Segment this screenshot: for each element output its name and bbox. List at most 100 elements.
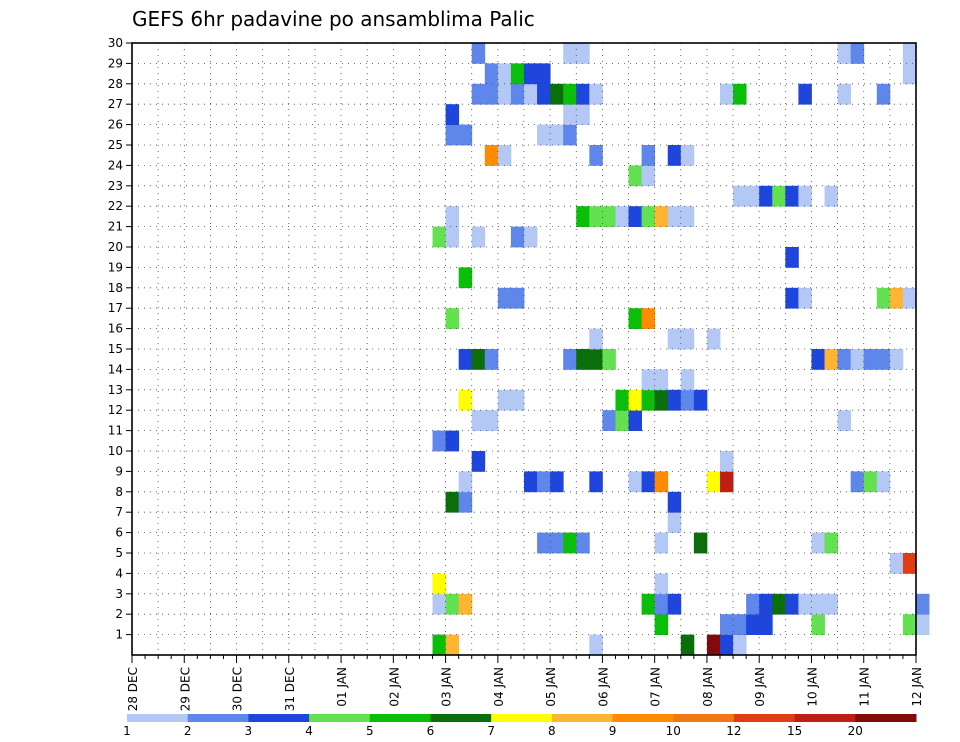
x-tick-label: 03 JAN	[440, 667, 454, 707]
colorbar-swatch	[491, 714, 553, 722]
precip-cell	[641, 206, 656, 227]
precip-cell	[471, 451, 486, 472]
precip-cell	[510, 226, 525, 248]
x-axis: 28 DEC 29 DEC 30 DEC 31 DEC 01 JAN 02 JAN 03 J…	[126, 655, 924, 711]
y-tick-label: 8	[115, 485, 123, 499]
y-tick-label: 11	[108, 424, 123, 438]
precip-cell	[484, 83, 499, 105]
precip-cell	[602, 410, 616, 431]
colorbar-swatch	[794, 714, 856, 722]
precip-cell	[445, 430, 460, 452]
precip-cell	[602, 206, 616, 227]
x-tick-label: 29 DEC	[178, 667, 192, 711]
y-tick-label: 5	[115, 546, 123, 560]
x-tick-label: 30 DEC	[231, 667, 245, 711]
precip-cell	[785, 593, 799, 615]
precip-cell	[458, 349, 473, 370]
y-tick-label: 26	[108, 118, 123, 132]
precip-cell	[563, 83, 577, 105]
precip-cell	[510, 287, 525, 309]
precip-cell	[863, 471, 878, 493]
precip-cell	[706, 328, 721, 350]
precip-cell	[484, 63, 499, 85]
precip-cell	[445, 308, 460, 329]
precip-cell	[733, 83, 747, 105]
precip-cell	[563, 349, 577, 370]
precip-cell	[824, 185, 838, 207]
precip-cell	[615, 206, 629, 227]
precip-cell	[484, 145, 499, 166]
x-tick-label: 07 JAN	[649, 667, 663, 707]
precip-cell	[824, 532, 838, 554]
precip-cell	[902, 287, 917, 309]
precip-cell	[772, 593, 786, 615]
precip-cell	[628, 410, 642, 431]
precip-cell	[680, 328, 695, 350]
colorbar-swatch	[369, 714, 431, 722]
precip-cell	[628, 165, 642, 187]
colorbar-label: 5	[366, 724, 374, 738]
colorbar-label: 2	[184, 724, 192, 738]
y-tick-label: 2	[115, 607, 123, 621]
precip-cell	[654, 389, 669, 411]
precip-cell	[576, 43, 590, 64]
precip-cell	[550, 124, 564, 146]
y-tick-label: 27	[108, 97, 123, 111]
y-tick-label: 4	[115, 566, 123, 580]
precip-cell	[680, 634, 695, 656]
precip-cell	[667, 206, 682, 227]
precip-cell	[837, 43, 852, 64]
colorbar: 1 2 3 4 5 6 7 8 9 10 12 15 20	[123, 714, 917, 738]
colorbar-swatch	[127, 714, 189, 722]
y-tick-label: 10	[108, 444, 123, 458]
precip-cell	[471, 410, 486, 431]
precip-cell	[850, 471, 865, 493]
precip-cell	[471, 43, 486, 64]
precip-cell	[798, 287, 812, 309]
precip-cell	[524, 226, 538, 248]
x-tick-label: 12 JAN	[910, 667, 924, 707]
precip-cell	[445, 226, 460, 248]
precip-cell	[484, 410, 499, 431]
precip-cell	[680, 145, 695, 166]
y-tick-label: 21	[108, 220, 123, 234]
colorbar-label: 4	[305, 724, 313, 738]
y-tick-label: 20	[108, 240, 123, 254]
precip-cell	[497, 83, 512, 105]
precip-cell	[589, 328, 603, 350]
precip-cell	[916, 593, 930, 615]
y-tick-label: 23	[108, 179, 123, 193]
precip-cell	[445, 593, 460, 615]
chart-title: GEFS 6hr padavine po ansamblima Palic	[132, 7, 535, 31]
precip-cell	[563, 532, 577, 554]
y-tick-label: 12	[108, 403, 123, 417]
precip-cell	[589, 349, 603, 370]
precip-cell	[537, 124, 551, 146]
precip-cell	[615, 410, 629, 431]
precip-cell	[680, 206, 695, 227]
precip-cell	[445, 104, 460, 125]
precip-cell	[785, 185, 799, 207]
x-tick-label: 02 JAN	[387, 667, 401, 707]
precip-cell	[641, 593, 656, 615]
precip-cell	[837, 349, 852, 370]
colorbar-swatch	[733, 714, 796, 722]
x-tick-label: 08 JAN	[701, 667, 715, 707]
precip-cell	[589, 145, 603, 166]
precip-cell	[537, 63, 551, 85]
precip-cell	[667, 328, 682, 350]
precip-cell	[785, 247, 799, 268]
precip-cell	[916, 614, 930, 635]
x-tick-label: 01 JAN	[335, 667, 349, 707]
precip-cell	[720, 614, 734, 635]
y-tick-label: 9	[115, 464, 123, 478]
precip-cell	[432, 430, 446, 452]
precip-cell	[497, 145, 512, 166]
precip-cell	[458, 471, 473, 493]
precip-cell	[628, 308, 642, 329]
precip-cell	[576, 206, 590, 227]
precip-cell	[654, 471, 669, 493]
precip-cell	[654, 532, 669, 554]
colorbar-label: 6	[427, 724, 435, 738]
precip-cell	[667, 593, 682, 615]
